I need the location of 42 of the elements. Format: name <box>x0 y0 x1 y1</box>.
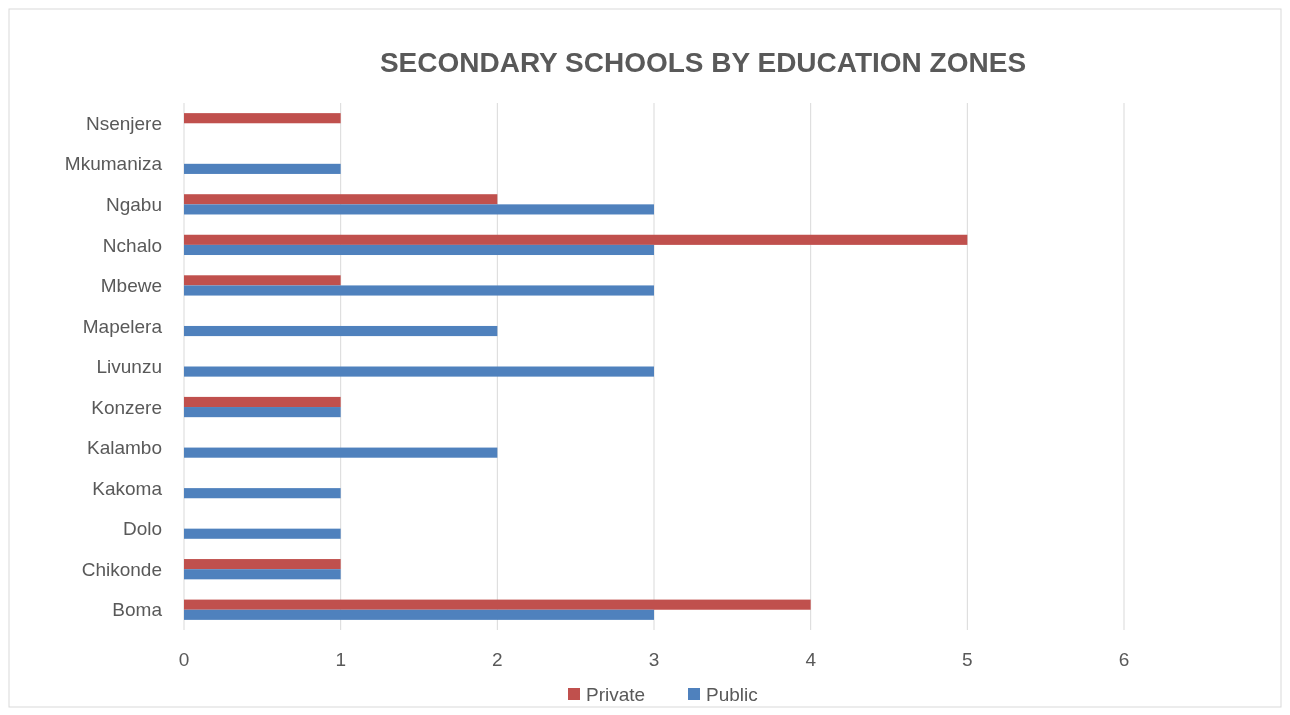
bar <box>184 285 654 296</box>
y-tick-label: Boma <box>112 599 163 621</box>
y-tick-label: Livunzu <box>96 356 162 378</box>
bar <box>184 325 498 337</box>
bar <box>184 194 498 205</box>
y-tick-label: Mbewe <box>100 275 162 297</box>
x-tick-label: 4 <box>805 649 817 670</box>
bar <box>184 163 341 174</box>
x-tick-label: 1 <box>335 649 346 670</box>
x-tick-label: 3 <box>648 649 660 670</box>
bar <box>184 204 654 215</box>
x-tick-label: 2 <box>492 649 503 670</box>
bar <box>184 113 341 124</box>
y-tick-label: Konzere <box>91 396 162 418</box>
bar <box>184 396 341 408</box>
y-tick-label: Nchalo <box>102 234 162 256</box>
chart-title: SECONDARY SCHOOLS BY EDUCATION ZONES <box>379 47 1027 78</box>
bar <box>184 599 811 610</box>
bar <box>184 569 341 580</box>
y-tick-label: Nsenjere <box>85 112 162 134</box>
bar <box>184 275 341 286</box>
y-tick-label: Chikonde <box>81 558 162 580</box>
legend-label: Public <box>706 683 758 705</box>
bar <box>184 366 654 377</box>
x-tick-label: 0 <box>178 649 190 670</box>
y-tick-label: Mkumaniza <box>64 153 163 175</box>
x-tick-label: 5 <box>962 649 973 670</box>
x-tick-label: 6 <box>1118 649 1130 670</box>
y-tick-label: Kalambo <box>87 437 162 459</box>
y-tick-label: Ngabu <box>106 194 162 215</box>
y-tick-label: Dolo <box>122 518 162 540</box>
bar <box>184 244 654 256</box>
bar <box>184 407 341 418</box>
bar <box>184 447 498 458</box>
bar <box>184 234 968 245</box>
bar <box>184 528 341 539</box>
bar <box>184 559 341 570</box>
legend-label: Private <box>586 683 646 705</box>
y-tick-label: Kakoma <box>92 477 163 499</box>
y-tick-label: Mapelera <box>82 315 163 337</box>
bar <box>184 609 654 620</box>
bar <box>184 488 341 499</box>
